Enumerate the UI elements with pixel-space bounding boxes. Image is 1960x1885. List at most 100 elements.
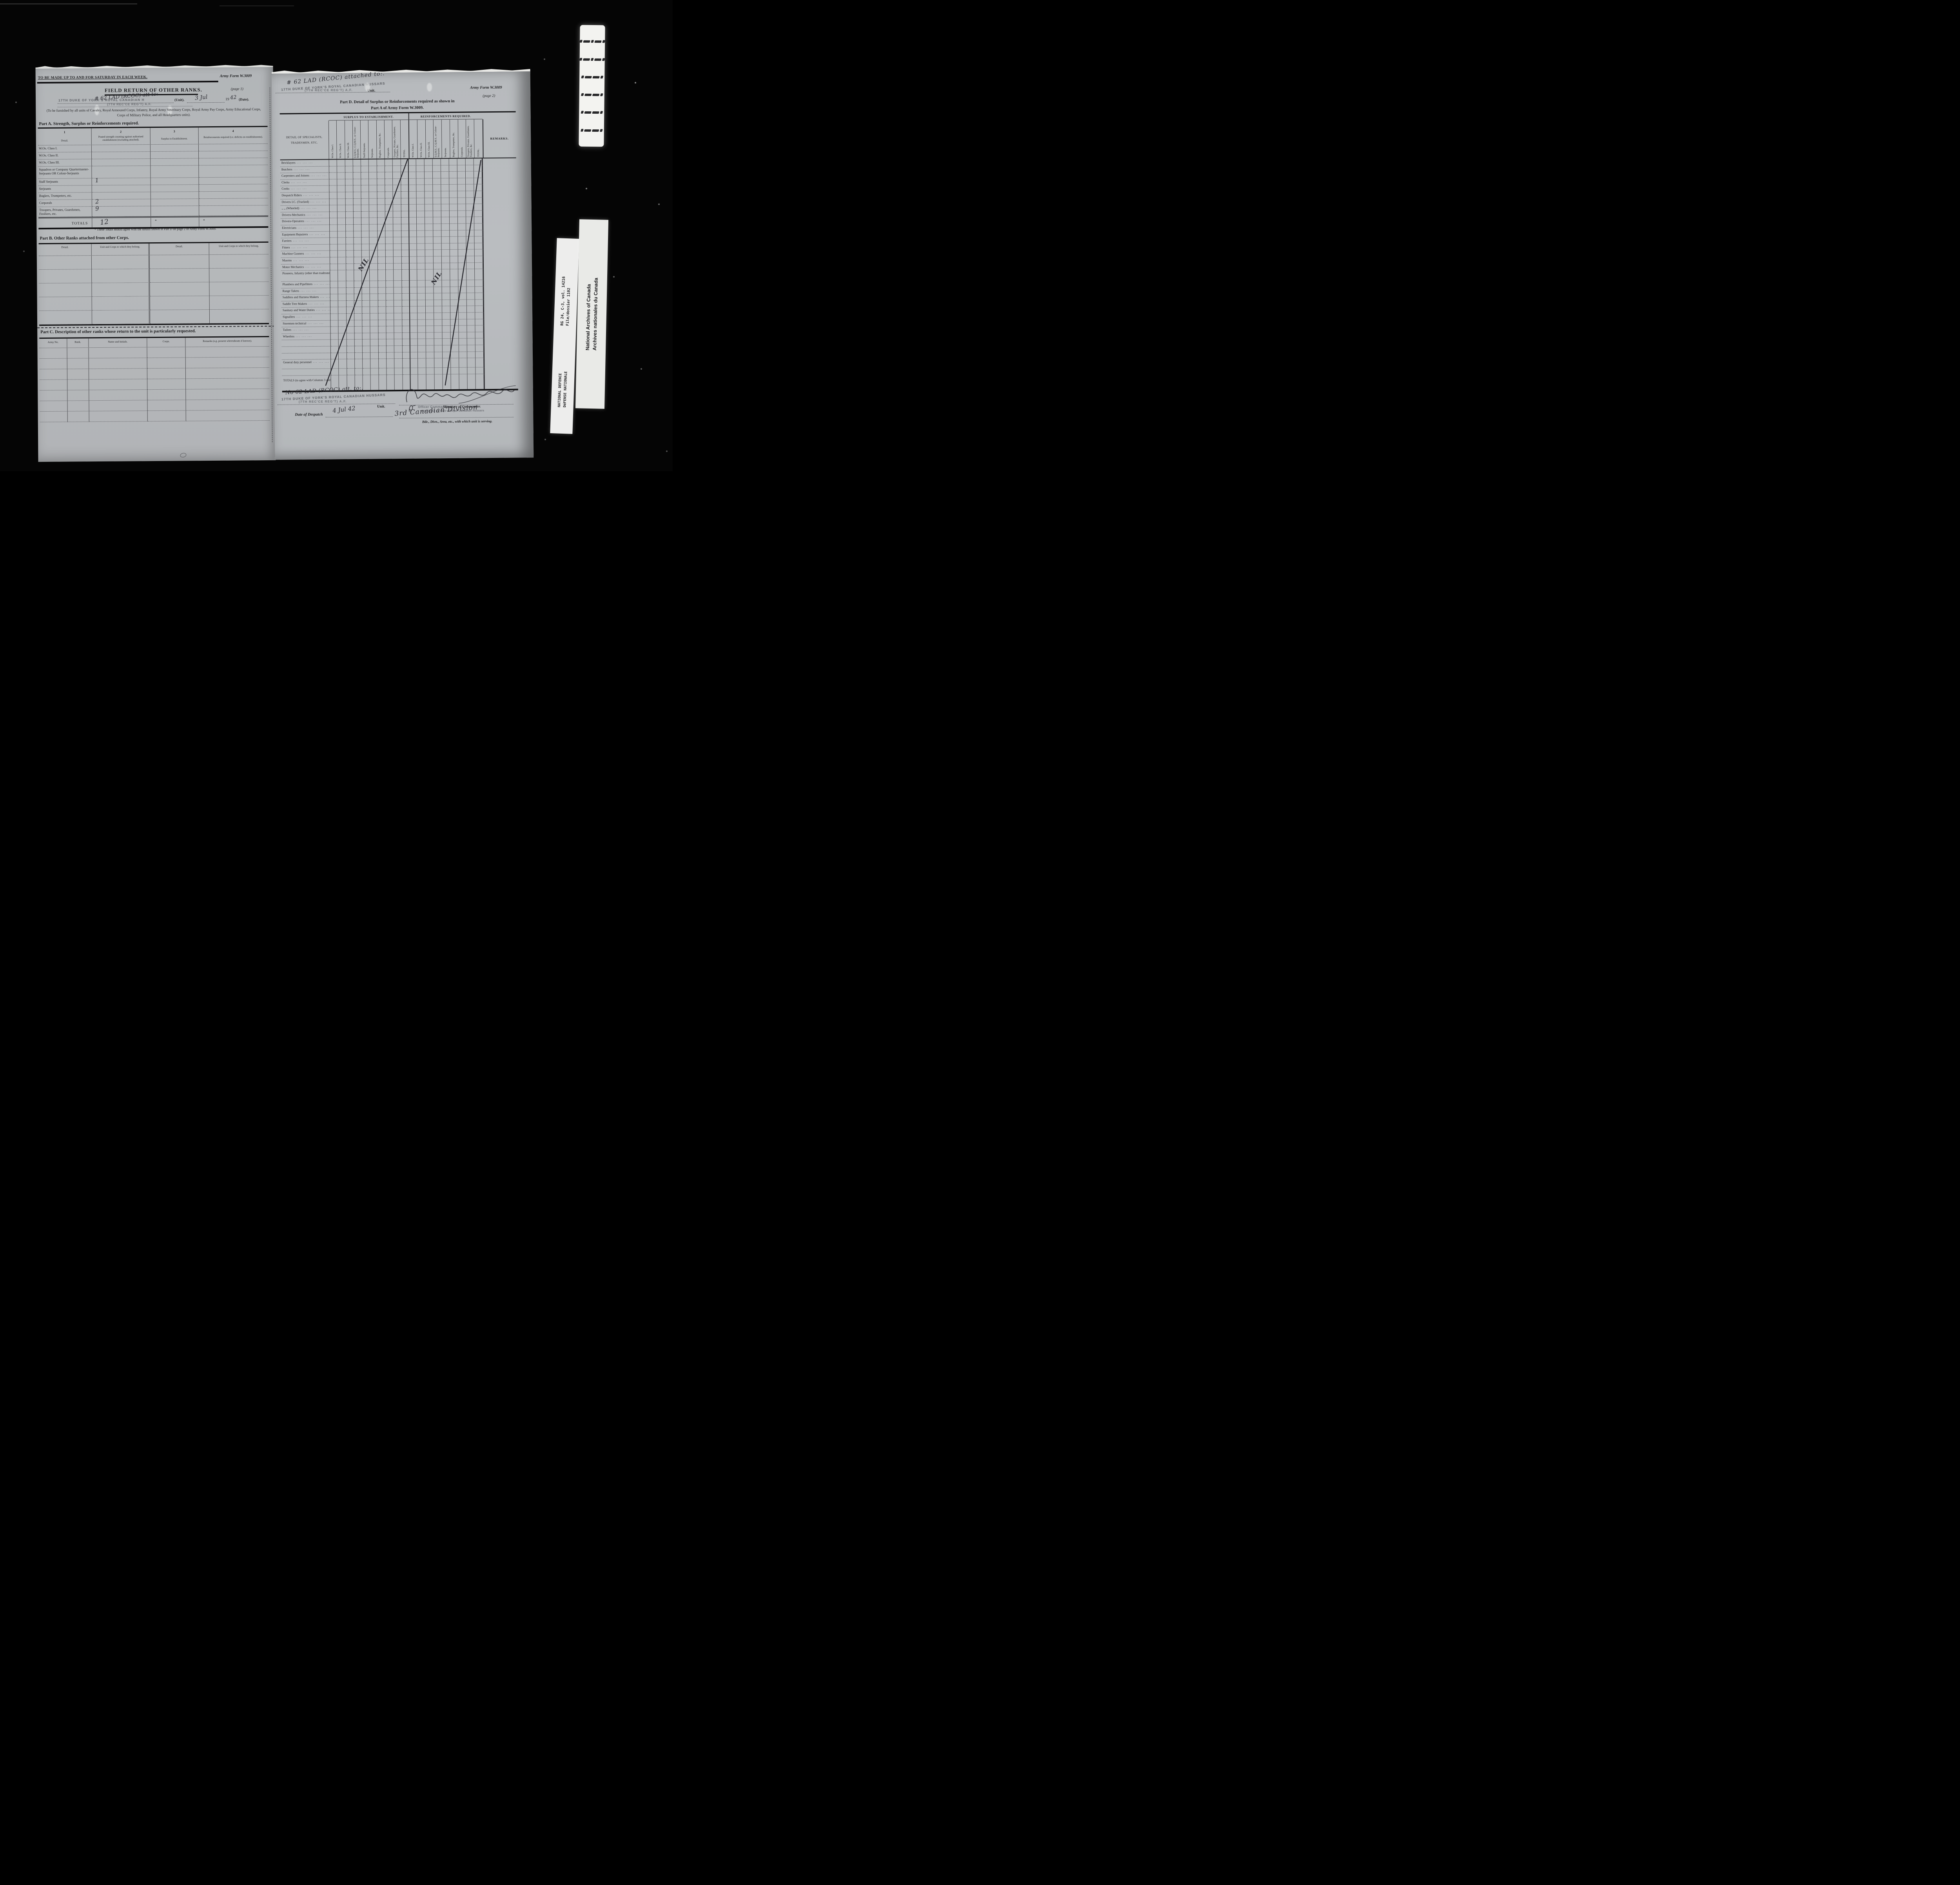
unit-label-bottom: Unit. xyxy=(377,405,385,409)
remarks-cell xyxy=(483,292,516,300)
surplus-cell xyxy=(338,251,346,258)
leader-dots xyxy=(319,296,330,301)
national-defence-text: NATIONAL DEFENCE DéFENSE NATIONALE xyxy=(557,371,569,407)
surplus-cell xyxy=(362,326,370,333)
reinforcement-cell xyxy=(433,250,442,257)
part-b-cell xyxy=(209,254,269,269)
part-a-surplus-cell xyxy=(151,151,199,159)
surplus-cell xyxy=(377,159,385,166)
reinforcement-cell xyxy=(425,243,434,250)
surplus-cell xyxy=(354,287,362,294)
surplus-cell xyxy=(394,313,402,320)
column-label: Staff-Serjeants. xyxy=(363,142,366,158)
reinforcement-cell xyxy=(425,211,433,218)
surplus-cell xyxy=(393,172,401,179)
tear-off-dashes xyxy=(37,325,275,329)
surplus-cell xyxy=(347,340,355,347)
part-a-detail-cell: W.Os. Class II. xyxy=(38,152,92,160)
surplus-cell xyxy=(346,300,354,307)
part-a-col4-header: 4 Reinforcements required (i.e. deficits… xyxy=(199,127,268,144)
surplus-cell xyxy=(345,198,354,205)
reinforcement-cell xyxy=(474,236,483,243)
surplus-cell xyxy=(385,178,393,185)
totals-posted-cell: 12 xyxy=(92,218,151,228)
surplus-cell xyxy=(330,353,339,360)
surplus-cell xyxy=(345,173,353,180)
remarks-header: REMARKS. xyxy=(482,119,516,158)
reinforcement-cell xyxy=(441,158,449,165)
part-d-row-label: Range Takers xyxy=(281,288,330,295)
part-a-posted-cell: 2 xyxy=(92,198,151,207)
reinforcement-cell xyxy=(466,211,474,217)
surplus-cell xyxy=(370,263,378,270)
reinforcement-cell xyxy=(466,217,475,224)
row-label-text: Despatch Riders xyxy=(281,193,302,197)
surplus-cell xyxy=(386,281,394,288)
part-d-column-band: DETAIL OF SPECIALISTS, TRADESMEN, ETC. W… xyxy=(279,119,516,160)
detail-header: DETAIL OF SPECIALISTS, TRADESMEN, ETC. xyxy=(279,120,329,160)
surplus-cell xyxy=(339,346,347,353)
reinforcement-cell xyxy=(426,339,434,346)
reinforcement-cell xyxy=(410,368,418,375)
reinforcement-cell xyxy=(425,287,434,294)
surplus-cell xyxy=(329,205,338,212)
reinforcement-cell xyxy=(434,368,443,375)
surplus-cell xyxy=(329,160,338,167)
column-label: Serjeants. xyxy=(444,147,447,158)
reinforcement-cell xyxy=(467,325,475,332)
reinforcement-cell xyxy=(474,197,483,204)
part-b-cell xyxy=(92,269,150,283)
part-d-row-label: Sanitary and Water Duties xyxy=(281,307,331,314)
surplus-cell xyxy=(370,244,378,251)
remarks-cell xyxy=(483,319,517,326)
reinforcement-cell xyxy=(432,159,441,165)
reinforcement-cell xyxy=(474,184,483,191)
reinforcement-cell xyxy=(475,300,483,306)
column-label: W.Os. Class I. xyxy=(331,144,334,158)
part-b-heading: Part B. Other Ranks attached from other … xyxy=(40,235,129,241)
row-label-text: ,, ,, (Wheeled) xyxy=(281,206,299,210)
reinforcement-cell xyxy=(450,243,458,250)
leader-dots xyxy=(299,207,329,212)
surplus-cell xyxy=(386,294,394,301)
reinforcement-cell xyxy=(434,306,443,313)
surplus-cell xyxy=(361,159,369,166)
part-b-cell xyxy=(209,281,269,296)
reinforcement-cell xyxy=(409,326,418,333)
reinforcement-cell xyxy=(467,345,475,352)
surplus-cell xyxy=(329,185,338,192)
surplus-cell xyxy=(370,352,379,359)
surplus-cell xyxy=(393,159,401,166)
part-d-row-label: Signallers xyxy=(281,314,331,321)
part-d-heading-line1: Part D. Detail of Surplus or Reinforceme… xyxy=(340,99,455,105)
surplus-cell xyxy=(338,257,346,264)
part-c-col-header: Army No. xyxy=(39,338,67,348)
part-d-row-label: Pioneers, Infantry (other than tradesmen… xyxy=(281,270,330,282)
surplus-cell xyxy=(369,172,377,179)
reinforcement-cell xyxy=(466,293,475,300)
national-archives-text: National Archives of Canada Archives nat… xyxy=(584,278,600,350)
reinforcement-cell xyxy=(441,198,450,205)
reinforcement-cell xyxy=(425,224,434,231)
reinforcement-cell xyxy=(450,236,458,243)
surplus-cell xyxy=(394,287,402,294)
reinforcement-cell xyxy=(475,345,484,352)
part-c-cell xyxy=(39,358,67,370)
surplus-cell xyxy=(330,307,339,314)
surplus-cell xyxy=(393,205,401,211)
part-d-column-header: Troopers, Privates, Guardsmen, Fusiliers… xyxy=(392,120,401,159)
surplus-cell xyxy=(370,313,379,320)
part-a-reinforcements-cell xyxy=(198,144,268,152)
surplus-cell xyxy=(378,326,387,333)
reinforcement-cell xyxy=(434,313,443,320)
part-a-detail-cell: Serjeants xyxy=(38,185,92,193)
surplus-cell xyxy=(369,205,377,212)
national-archives-label: National Archives of Canada Archives nat… xyxy=(575,219,609,409)
reinforcement-cell xyxy=(441,204,450,211)
surplus-cell xyxy=(330,251,338,258)
reinforcement-cell xyxy=(467,352,476,358)
part-a-surplus-cell xyxy=(151,206,200,217)
part-b-row xyxy=(39,281,269,298)
part-d-row-label: Carpenters and Joiners xyxy=(280,173,330,180)
reinforcement-cell xyxy=(459,339,467,345)
